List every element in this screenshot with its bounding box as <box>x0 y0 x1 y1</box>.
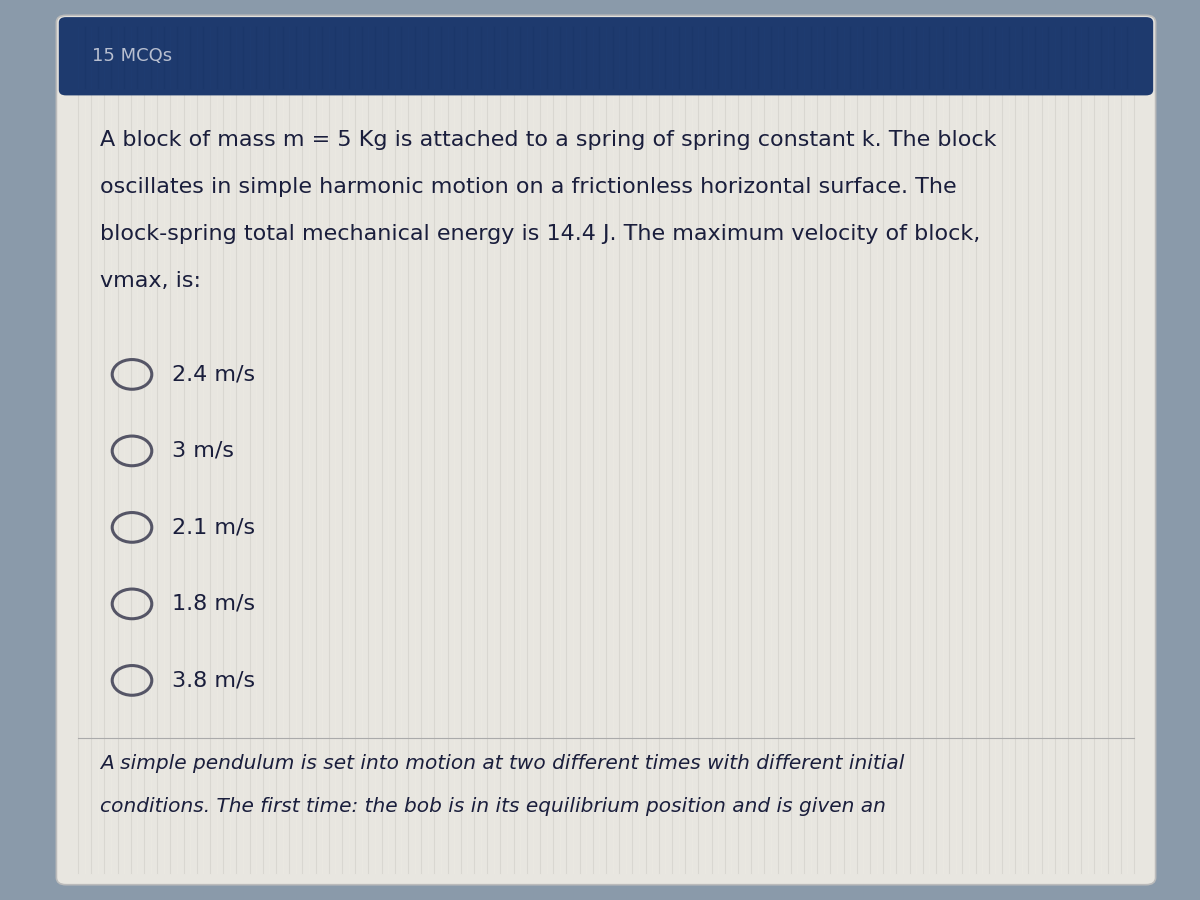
Text: 1.8 m/s: 1.8 m/s <box>172 594 254 614</box>
Text: oscillates in simple harmonic motion on a frictionless horizontal surface. The: oscillates in simple harmonic motion on … <box>100 177 956 197</box>
Text: A block of mass m = 5 Kg is attached to a spring of spring constant k. The block: A block of mass m = 5 Kg is attached to … <box>100 130 996 150</box>
Text: 15 MCQs: 15 MCQs <box>92 47 173 66</box>
Text: 3.8 m/s: 3.8 m/s <box>172 670 254 690</box>
Text: conditions. The first time: the bob is in its equilibrium position and is given : conditions. The first time: the bob is i… <box>100 797 886 816</box>
Text: vmax, is:: vmax, is: <box>100 271 200 291</box>
Text: 2.4 m/s: 2.4 m/s <box>172 364 254 384</box>
Text: 2.1 m/s: 2.1 m/s <box>172 518 254 537</box>
Text: 3 m/s: 3 m/s <box>172 441 234 461</box>
Text: A simple pendulum is set into motion at two different times with different initi: A simple pendulum is set into motion at … <box>100 754 904 773</box>
Text: block-spring total mechanical energy is 14.4 J. The maximum velocity of block,: block-spring total mechanical energy is … <box>100 224 980 244</box>
